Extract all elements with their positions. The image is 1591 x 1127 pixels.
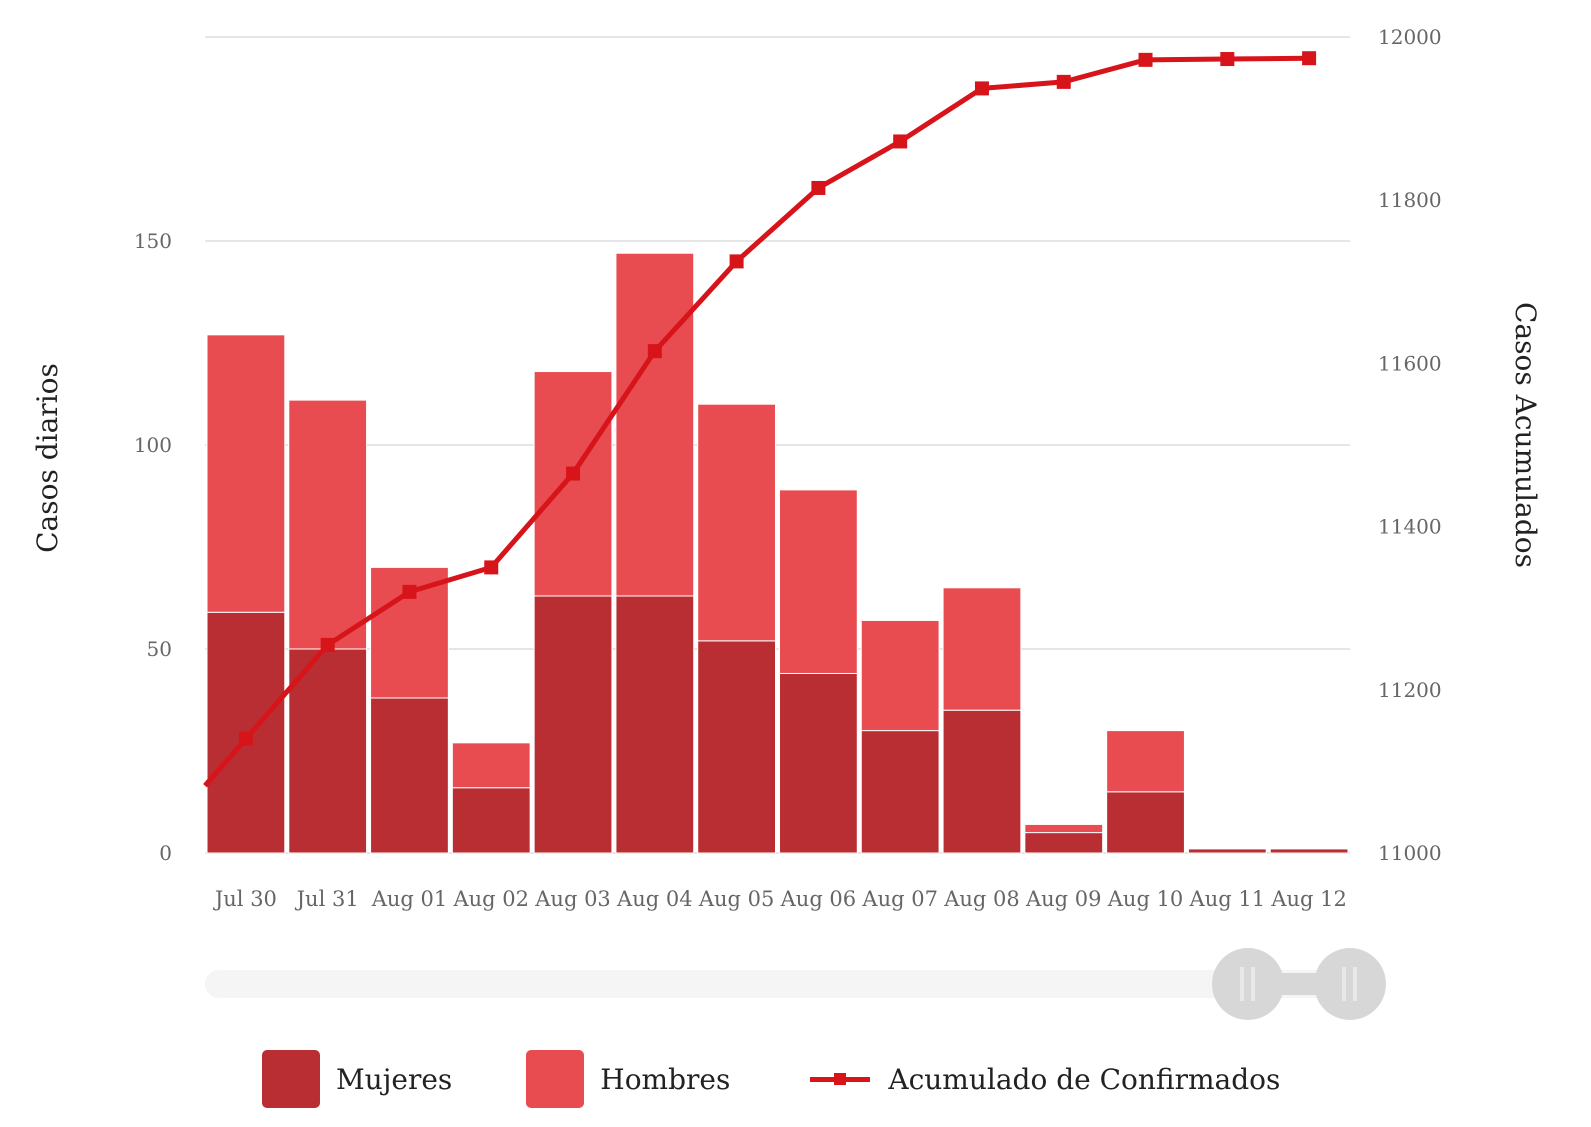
x-tick-label: Jul 30 bbox=[213, 887, 277, 911]
right-axis-ticks: 11000 11200 11400 11600 11800 12000 bbox=[1378, 25, 1442, 865]
bar-hombres[interactable] bbox=[451, 742, 531, 789]
bar-hombres[interactable] bbox=[206, 334, 286, 613]
legend-swatch-mujeres bbox=[262, 1050, 320, 1108]
x-tick-label: Aug 12 bbox=[1270, 887, 1347, 911]
x-tick-label: Aug 09 bbox=[1025, 887, 1102, 911]
cumulative-point[interactable] bbox=[974, 81, 989, 96]
left-tick-label: 0 bbox=[159, 841, 172, 865]
left-axis-ticks: 0 50 100 150 bbox=[134, 229, 172, 865]
navigator-left-handle[interactable] bbox=[1212, 948, 1284, 1020]
bar-hombres[interactable] bbox=[860, 619, 940, 732]
legend-item-acumulado[interactable]: Acumulado de Confirmados bbox=[810, 1063, 1280, 1096]
cumulative-point[interactable] bbox=[1302, 51, 1317, 66]
bar-mujeres[interactable] bbox=[1187, 848, 1267, 854]
bar-mujeres[interactable] bbox=[615, 595, 695, 854]
cumulative-point[interactable] bbox=[647, 344, 662, 359]
x-tick-label: Aug 01 bbox=[371, 887, 448, 911]
left-tick-label: 100 bbox=[134, 433, 172, 457]
legend-swatch-acumulado bbox=[810, 1069, 871, 1089]
legend-label-hombres: Hombres bbox=[600, 1062, 731, 1096]
cumulative-point[interactable] bbox=[238, 731, 253, 746]
bar-hombres[interactable] bbox=[942, 587, 1022, 711]
bar-hombres[interactable] bbox=[533, 371, 613, 597]
bar-mujeres[interactable] bbox=[533, 595, 613, 854]
x-axis-ticks: Jul 30 Jul 31 Aug 01 Aug 02 Aug 03 Aug 04 Aug … bbox=[213, 887, 1347, 911]
bar-mujeres[interactable] bbox=[779, 672, 858, 854]
legend: Mujeres Hombres Acumulado de Confirmados bbox=[262, 1048, 1280, 1110]
bar-hombres[interactable] bbox=[288, 399, 368, 650]
bar-mujeres[interactable] bbox=[288, 648, 368, 854]
bar-mujeres[interactable] bbox=[942, 709, 1022, 854]
legend-label-acumulado: Acumulado de Confirmados bbox=[888, 1062, 1281, 1096]
bar-mujeres[interactable] bbox=[697, 640, 777, 854]
bars bbox=[206, 252, 1349, 854]
left-tick-label: 50 bbox=[147, 637, 172, 661]
x-tick-label: Aug 11 bbox=[1189, 887, 1266, 911]
right-tick-label: 11200 bbox=[1378, 678, 1442, 702]
left-axis-title: Casos diarios bbox=[31, 363, 64, 553]
right-tick-label: 11600 bbox=[1378, 351, 1442, 375]
range-navigator[interactable] bbox=[205, 948, 1386, 1020]
x-tick-label: Jul 31 bbox=[295, 887, 359, 911]
right-tick-label: 11400 bbox=[1378, 515, 1442, 539]
navigator-track[interactable] bbox=[205, 970, 1350, 998]
x-tick-label: Aug 08 bbox=[943, 887, 1020, 911]
right-axis-title: Casos Acumulados bbox=[1509, 302, 1542, 568]
cumulative-point[interactable] bbox=[811, 180, 826, 195]
cumulative-point[interactable] bbox=[484, 560, 499, 575]
x-tick-label: Aug 02 bbox=[452, 887, 529, 911]
cumulative-point[interactable] bbox=[1220, 52, 1235, 67]
bar-hombres[interactable] bbox=[779, 489, 858, 674]
bar-hombres[interactable] bbox=[615, 252, 695, 597]
x-tick-label: Aug 06 bbox=[780, 887, 857, 911]
x-tick-label: Aug 07 bbox=[861, 887, 938, 911]
chart: 0 50 100 150 11000 11200 11400 11600 11800 12000… bbox=[31, 25, 1542, 1020]
cumulative-point[interactable] bbox=[402, 584, 417, 599]
cumulative-line-layer bbox=[203, 51, 1317, 788]
x-tick-label: Aug 03 bbox=[534, 887, 611, 911]
navigator-right-handle[interactable] bbox=[1314, 948, 1386, 1020]
bar-hombres[interactable] bbox=[1024, 823, 1104, 834]
cumulative-point[interactable] bbox=[1056, 74, 1071, 89]
legend-item-mujeres[interactable]: Mujeres bbox=[262, 1050, 452, 1108]
legend-item-hombres[interactable]: Hombres bbox=[526, 1050, 730, 1108]
bar-mujeres[interactable] bbox=[451, 787, 531, 854]
cumulative-point[interactable] bbox=[729, 254, 744, 269]
legend-label-mujeres: Mujeres bbox=[336, 1062, 453, 1096]
right-tick-label: 11800 bbox=[1378, 188, 1442, 212]
left-tick-label: 150 bbox=[134, 229, 172, 253]
cumulative-point[interactable] bbox=[320, 637, 335, 652]
bar-hombres[interactable] bbox=[697, 403, 777, 642]
right-tick-label: 11000 bbox=[1378, 841, 1442, 865]
x-tick-label: Aug 05 bbox=[698, 887, 775, 911]
bar-mujeres[interactable] bbox=[370, 697, 449, 854]
bar-mujeres[interactable] bbox=[1024, 832, 1104, 854]
x-tick-label: Aug 04 bbox=[616, 887, 693, 911]
bar-mujeres[interactable] bbox=[1106, 791, 1185, 854]
right-tick-label: 12000 bbox=[1378, 25, 1442, 49]
cumulative-point[interactable] bbox=[893, 134, 908, 149]
x-tick-label: Aug 10 bbox=[1107, 887, 1184, 911]
cumulative-point[interactable] bbox=[566, 466, 581, 481]
bar-mujeres[interactable] bbox=[1269, 848, 1349, 854]
bar-hombres[interactable] bbox=[1106, 730, 1185, 793]
cumulative-point[interactable] bbox=[1138, 52, 1153, 67]
bar-mujeres[interactable] bbox=[860, 730, 940, 854]
legend-swatch-hombres bbox=[526, 1050, 585, 1108]
